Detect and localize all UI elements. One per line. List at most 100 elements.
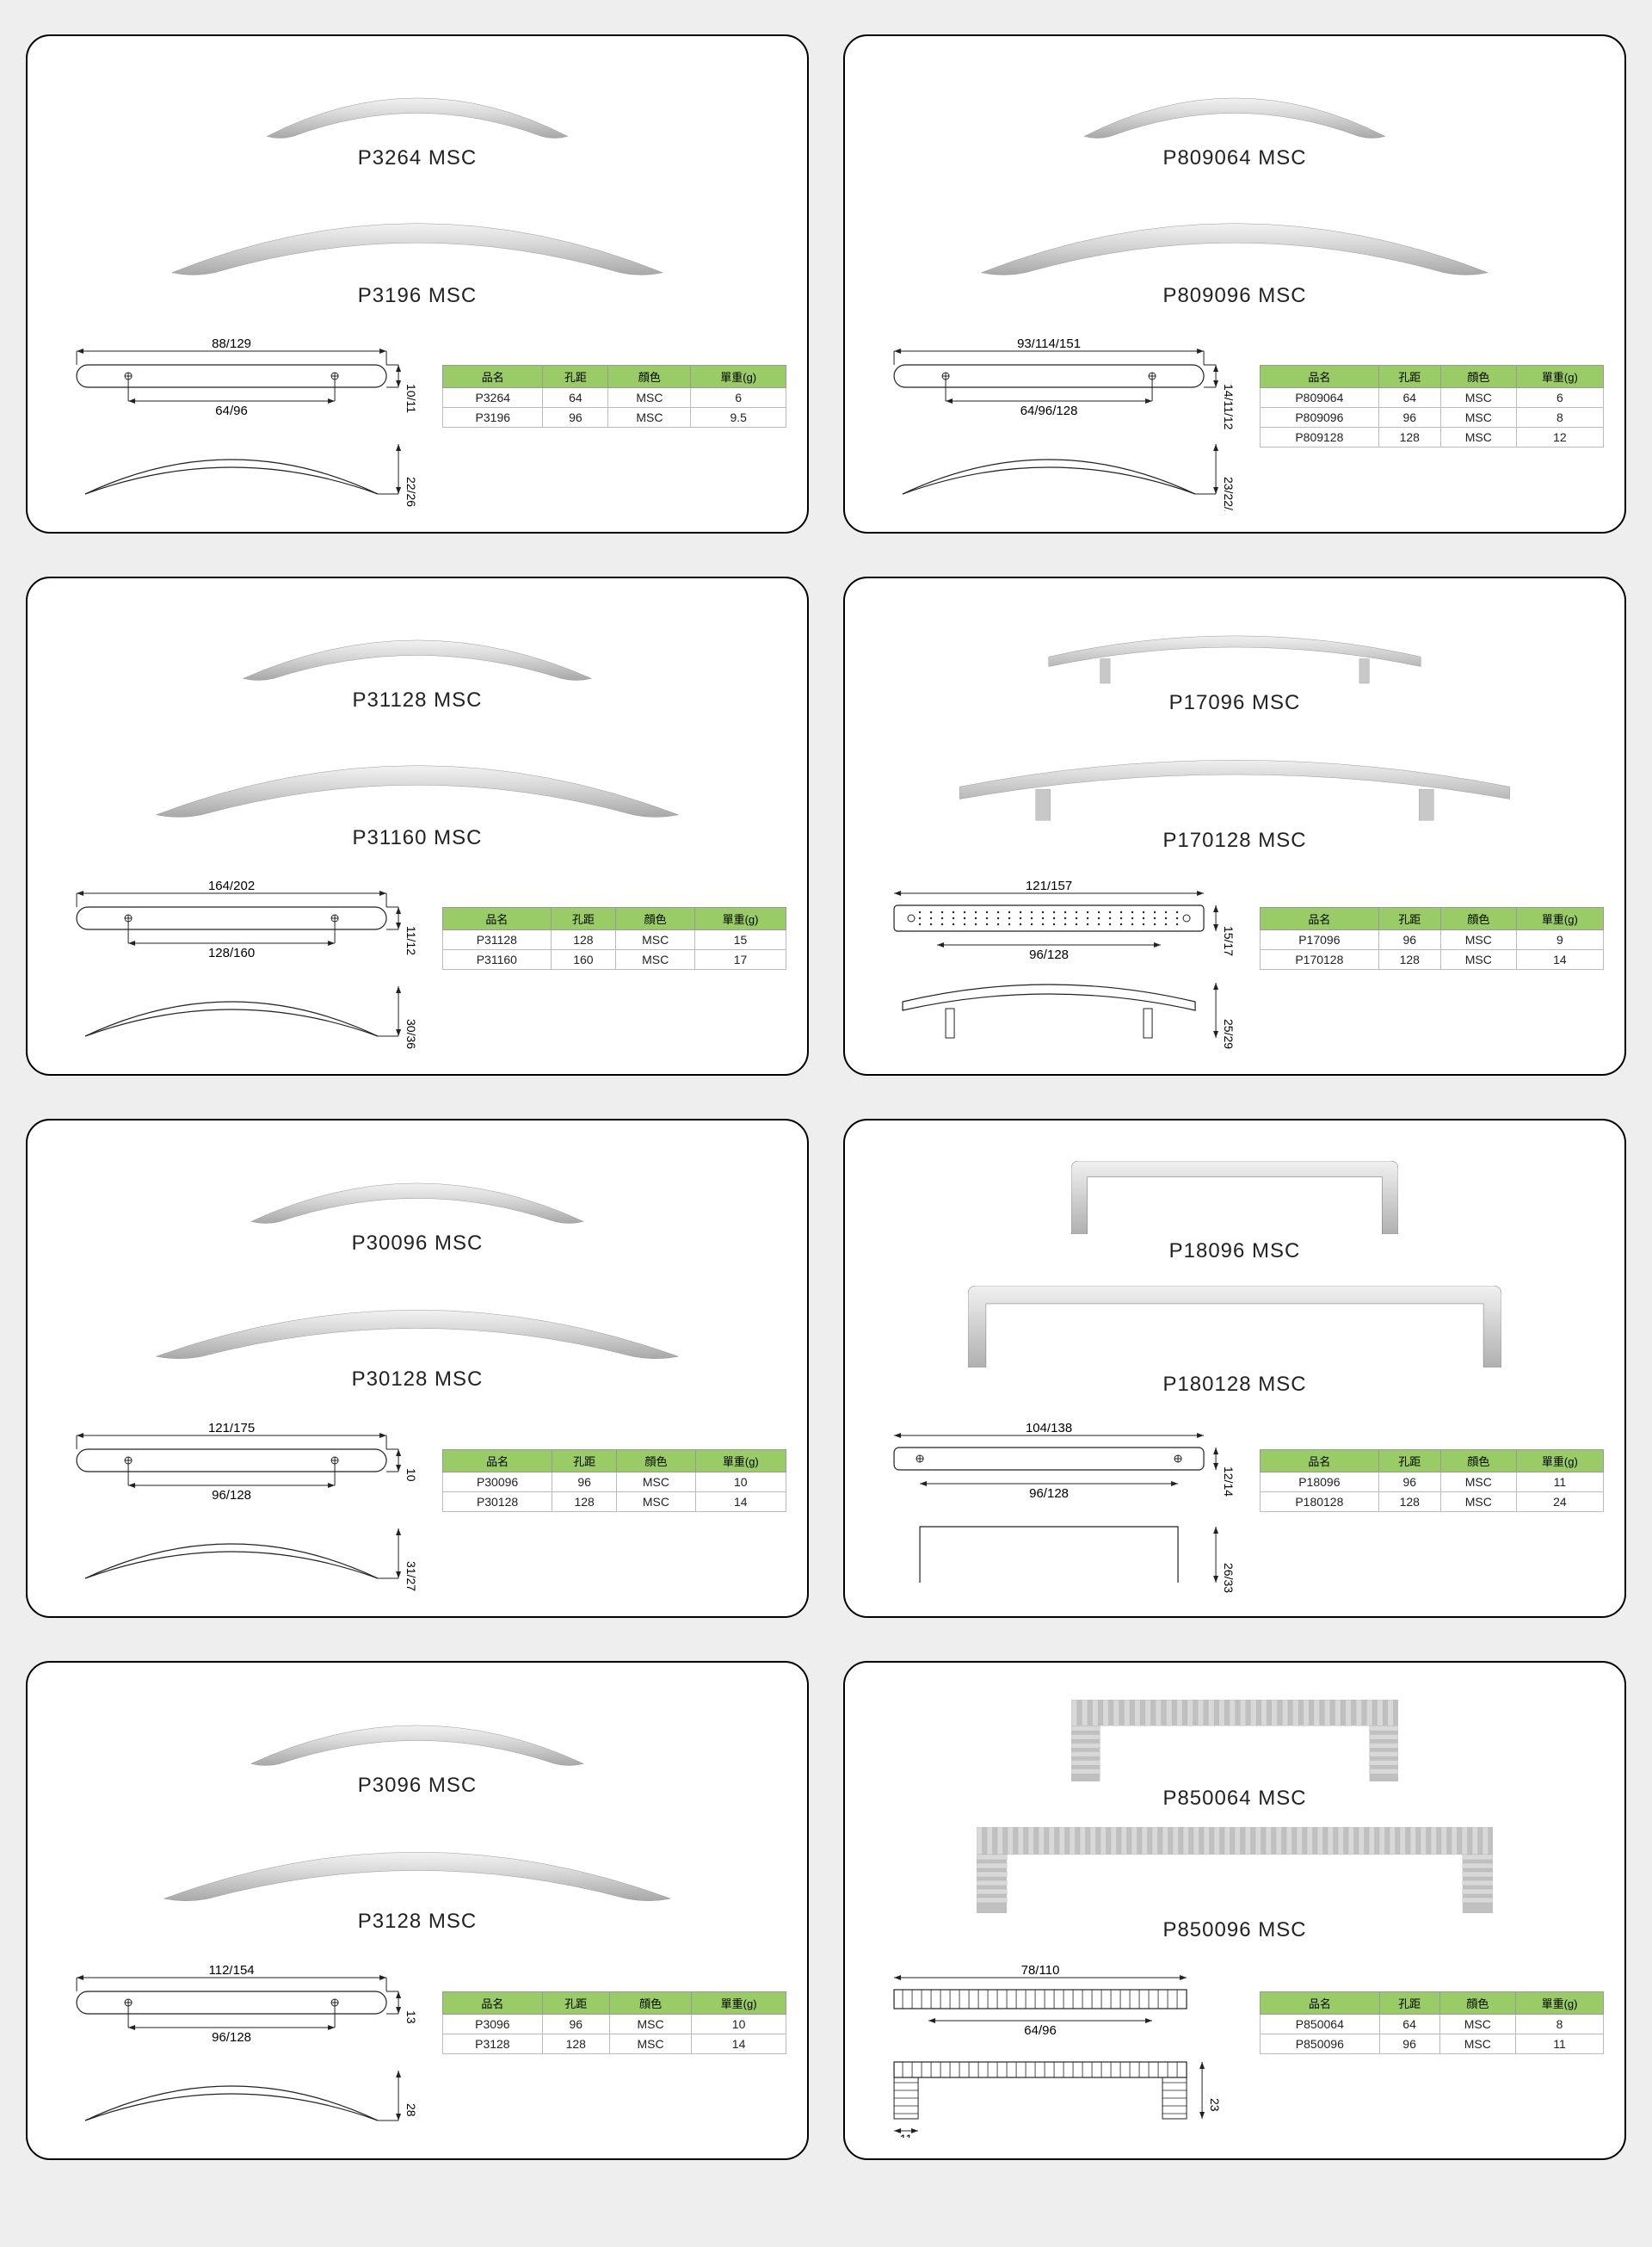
product-card: P17096 MSC P170128 MSC 121/157 96/128 15… [843, 577, 1626, 1076]
svg-text:10/11: 10/11 [404, 384, 418, 413]
card-lower: 78/110 64/96 11 23 品名孔距顔色單重(g) P850064 6… [866, 1966, 1604, 2143]
spec-header: 品名 [443, 1992, 542, 2015]
spec-hole: 96 [543, 408, 608, 428]
technical-drawing: 112/154 96/128 13 28 [48, 1966, 432, 2138]
technical-drawing: 78/110 64/96 11 23 [866, 1966, 1249, 2138]
technical-drawing: 164/202 128/160 11/12 30/36 [48, 881, 432, 1053]
svg-text:11/12: 11/12 [404, 926, 418, 955]
svg-text:23/22/27: 23/22/27 [1222, 477, 1236, 511]
svg-text:121/157: 121/157 [1026, 881, 1072, 893]
spec-hole: 64 [543, 388, 608, 408]
svg-text:26/33: 26/33 [1222, 1563, 1236, 1593]
product-photo-row: P170128 MSC [900, 742, 1569, 853]
spec-weight: 12 [1516, 428, 1603, 448]
spec-panel: 品名孔距顔色單重(g) P3264 64 MSC 6 P3196 96 MSC … [442, 365, 786, 428]
spec-color: MSC [608, 388, 691, 408]
spec-row: P809064 64 MSC 6 [1261, 388, 1604, 408]
spec-panel: 品名孔距顔色單重(g) P17096 96 MSC 9 P170128 128 … [1260, 907, 1604, 970]
product-card: P30096 MSC P30128 MSC 121/175 [26, 1119, 809, 1618]
spec-name: P3096 [443, 2015, 542, 2034]
product-label: P18096 MSC [1169, 1239, 1301, 1263]
spec-row: P18096 96 MSC 11 [1261, 1472, 1604, 1492]
card-lower: 93/114/151 64/96/128 14/11/12 23/22/27 品… [866, 339, 1604, 516]
spec-weight: 6 [1516, 388, 1603, 408]
spec-color: MSC [1440, 408, 1516, 428]
spec-name: P30128 [443, 1492, 552, 1512]
spec-header: 孔距 [551, 908, 616, 930]
svg-text:112/154: 112/154 [209, 1966, 255, 1978]
product-card: P3096 MSC P3128 MSC 112/154 [26, 1661, 809, 2160]
spec-table: 品名孔距顔色單重(g) P3264 64 MSC 6 P3196 96 MSC … [442, 365, 786, 428]
spec-hole: 96 [1378, 1472, 1440, 1492]
spec-table: 品名孔距顔色單重(g) P850064 64 MSC 8 P850096 96 … [1260, 1991, 1604, 2054]
product-photo-row: P3196 MSC [83, 201, 752, 308]
product-label: P850064 MSC [1162, 1787, 1306, 1811]
product-photo-row: P30128 MSC [83, 1289, 752, 1392]
card-lower: 112/154 96/128 13 28 品名孔距顔色單重(g) P3096 9… [48, 1966, 786, 2143]
spec-weight: 11 [1516, 1472, 1603, 1492]
svg-text:64/96: 64/96 [215, 404, 248, 418]
product-label: P3096 MSC [358, 1774, 477, 1798]
svg-text:64/96/128: 64/96/128 [1020, 404, 1078, 418]
svg-text:88/129: 88/129 [212, 339, 251, 351]
spec-name: P170128 [1261, 950, 1378, 970]
product-label: P31160 MSC [353, 826, 483, 850]
spec-weight: 24 [1516, 1492, 1603, 1512]
spec-weight: 14 [692, 2034, 786, 2054]
spec-name: P809064 [1261, 388, 1378, 408]
spec-name: P809128 [1261, 428, 1378, 448]
product-photo-row: P3096 MSC [83, 1708, 752, 1798]
spec-panel: 品名孔距顔色單重(g) P31128 128 MSC 15 P31160 160… [442, 907, 786, 970]
technical-drawing: 121/175 96/128 10 31/27 [48, 1423, 432, 1596]
product-label: P809064 MSC [1162, 146, 1306, 170]
product-label: P30096 MSC [352, 1232, 484, 1256]
product-photo-row: P180128 MSC [900, 1286, 1569, 1397]
spec-color: MSC [1440, 930, 1516, 950]
spec-hole: 96 [1378, 408, 1440, 428]
spec-header: 單重(g) [695, 1450, 786, 1472]
spec-row: P170128 128 MSC 14 [1261, 950, 1604, 970]
product-photo-row: P850064 MSC [900, 1700, 1569, 1811]
spec-row: P809128 128 MSC 12 [1261, 428, 1604, 448]
product-label: P31128 MSC [353, 688, 483, 713]
spec-color: MSC [609, 2015, 691, 2034]
svg-text:23: 23 [1208, 2098, 1222, 2112]
svg-text:14/11/12: 14/11/12 [1222, 384, 1236, 430]
spec-hole: 128 [1378, 1492, 1440, 1512]
spec-panel: 品名孔距顔色單重(g) P850064 64 MSC 8 P850096 96 … [1260, 1991, 1604, 2054]
svg-text:96/128: 96/128 [212, 1488, 251, 1503]
spec-color: MSC [1440, 950, 1516, 970]
spec-header: 孔距 [1379, 1992, 1439, 2015]
spec-header: 孔距 [552, 1450, 617, 1472]
spec-header: 顔色 [617, 1450, 695, 1472]
spec-hole: 128 [542, 2034, 609, 2054]
svg-text:12/14: 12/14 [1222, 1466, 1236, 1497]
svg-text:25/29: 25/29 [1222, 1019, 1236, 1049]
product-label: P17096 MSC [1169, 691, 1301, 715]
spec-panel: 品名孔距顔色單重(g) P18096 96 MSC 11 P180128 128… [1260, 1449, 1604, 1512]
spec-panel: 品名孔距顔色單重(g) P809064 64 MSC 6 P809096 96 … [1260, 365, 1604, 448]
svg-text:15/17: 15/17 [1222, 926, 1236, 956]
svg-text:64/96: 64/96 [1024, 2023, 1057, 2038]
spec-header: 單重(g) [691, 366, 786, 388]
spec-name: P850064 [1261, 2015, 1379, 2034]
spec-row: P3264 64 MSC 6 [443, 388, 786, 408]
product-label: P809096 MSC [1162, 284, 1306, 308]
spec-row: P3096 96 MSC 10 [443, 2015, 786, 2034]
spec-weight: 8 [1516, 2015, 1604, 2034]
spec-weight: 9.5 [691, 408, 786, 428]
spec-header: 品名 [1261, 1450, 1378, 1472]
spec-row: P3128 128 MSC 14 [443, 2034, 786, 2054]
product-photo-row: P3128 MSC [83, 1831, 752, 1934]
svg-text:28: 28 [404, 2103, 418, 2117]
spec-weight: 14 [695, 1492, 786, 1512]
spec-name: P30096 [443, 1472, 552, 1492]
spec-header: 單重(g) [695, 908, 786, 930]
spec-weight: 10 [695, 1472, 786, 1492]
spec-table: 品名孔距顔色單重(g) P809064 64 MSC 6 P809096 96 … [1260, 365, 1604, 448]
spec-table: 品名孔距顔色單重(g) P3096 96 MSC 10 P3128 128 MS… [442, 1991, 786, 2054]
spec-weight: 10 [692, 2015, 786, 2034]
spec-header: 顔色 [1439, 1992, 1515, 2015]
svg-text:128/160: 128/160 [208, 946, 255, 960]
product-photos: P850064 MSC P850096 MSC [866, 1683, 1604, 1959]
